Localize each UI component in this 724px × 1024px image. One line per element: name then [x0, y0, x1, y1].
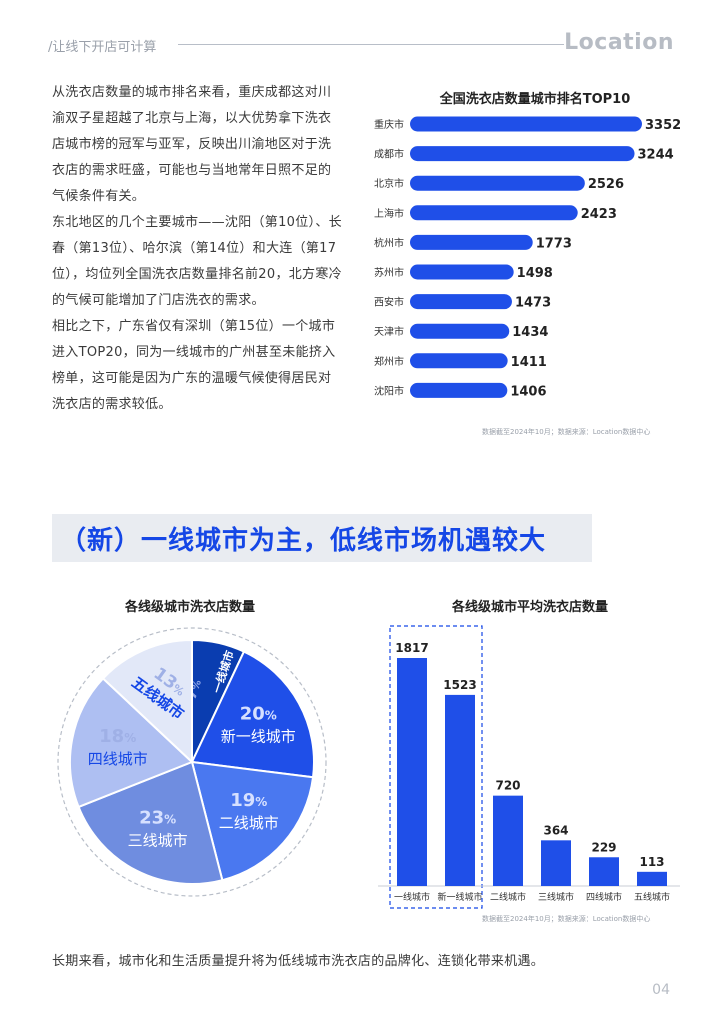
intro-paragraph-1: 从洗衣店数量的城市排名来看，重庆成都这对川渝双子星超越了北京与上海，以大优势拿下…	[52, 85, 332, 204]
vbar-value-label: 720	[495, 779, 520, 793]
hbar-category-label: 天津市	[374, 325, 404, 338]
pie-slice-label: 新一线城市	[221, 728, 296, 746]
hbar-category-label: 重庆市	[374, 118, 404, 131]
pie-dashed-ring	[57, 627, 327, 897]
vbar-category-label: 三线城市	[538, 891, 574, 903]
hbar-bar	[410, 234, 533, 250]
hbar-bar	[410, 116, 642, 132]
top10-chart-title: 全国洗衣店数量城市排名TOP10	[439, 92, 631, 107]
pie-slice-percent: 19%	[230, 790, 267, 811]
hbar-category-label: 北京市	[374, 177, 404, 190]
page-header: /让线下开店可计算 Location	[48, 30, 674, 60]
page-number: 04	[652, 982, 670, 998]
vbar-category-label: 二线城市	[490, 891, 526, 903]
vbar-category-label: 五线城市	[634, 891, 670, 903]
vbar-bar	[397, 658, 427, 886]
pie-chart-title: 各线级城市洗衣店数量	[124, 600, 255, 615]
hbar-category-label: 郑州市	[374, 355, 404, 368]
hbar-value-label: 2526	[588, 177, 624, 192]
vbar-category-label: 四线城市	[586, 891, 622, 903]
pie-slice-percent: 18%	[99, 726, 136, 747]
vbar-chart-title: 各线级城市平均洗衣店数量	[451, 600, 608, 615]
pie-slice	[77, 760, 224, 885]
pie-slice-percent: 23%	[139, 807, 176, 828]
pie-slice	[190, 650, 315, 779]
vbar-bar	[445, 694, 475, 886]
hbar-value-label: 1406	[510, 384, 546, 399]
footnote-text: 长期来看，城市化和生活质量提升将为低线城市洗衣店的品牌化、连锁化带来机遇。	[52, 954, 545, 969]
top10-source: 数据截至2024年10月；数据来源：Location数据中心	[482, 428, 651, 436]
hbar-category-label: 苏州市	[374, 266, 404, 279]
hbar-category-label: 杭州市	[374, 236, 404, 249]
vbar-bar	[493, 795, 523, 886]
hbar-category-label: 沈阳市	[374, 384, 404, 397]
hbar-category-label: 成都市	[374, 148, 404, 161]
vbar-value-label: 229	[591, 840, 616, 854]
intro-paragraph-2: 东北地区的几个主要城市——沈阳（第10位）、长春（第13位）、哈尔滨（第14位）…	[52, 215, 342, 308]
vbar-value-label: 1523	[443, 678, 476, 692]
hbar-value-label: 1473	[515, 296, 551, 311]
section-title: /让线下开店可计算	[48, 40, 157, 55]
vbar-value-label: 113	[639, 855, 664, 869]
pie-slice	[69, 677, 194, 809]
intro-paragraph-3: 相比之下，广东省仅有深圳（第15位）一个城市进入TOP20，同为一线城市的广州甚…	[52, 319, 336, 412]
hbar-category-label: 西安市	[374, 296, 404, 309]
vbar-value-label: 364	[543, 823, 568, 837]
vbar-bar	[541, 840, 571, 886]
hbar-value-label: 2423	[581, 207, 617, 222]
hbar-bar	[410, 294, 512, 310]
hbar-value-label: 1498	[517, 266, 553, 281]
hbar-value-label: 3244	[638, 148, 674, 163]
hbar-bar	[410, 146, 635, 162]
pie-slice-label: 二线城市	[219, 814, 279, 832]
highlight-box	[389, 625, 483, 909]
hbar-bar	[410, 382, 508, 398]
banner-title: （新）一线城市为主，低线市场机遇较大	[60, 526, 547, 556]
hbar-value-label: 1773	[536, 236, 572, 251]
pie-slice-percent: 20%	[240, 704, 277, 725]
vbar-category-label: 新一线城市	[437, 891, 482, 903]
section-banner: （新）一线城市为主，低线市场机遇较大	[52, 514, 592, 562]
header-divider	[178, 44, 564, 45]
tier-average-bar-chart: 1817 一线城市 1523 新一线城市 720 二线城市 364 三线城市 229 四线城市 11…	[378, 625, 680, 909]
vbar-bar	[637, 871, 667, 886]
hbar-value-label: 1411	[511, 355, 547, 370]
location-logo: Location	[564, 30, 674, 55]
pie-slice	[101, 638, 193, 765]
hbar-bar	[410, 205, 578, 221]
hbar-value-label: 3352	[645, 118, 680, 133]
hbar-bar	[410, 264, 514, 280]
pie-slice-label: 三线城市	[128, 831, 188, 849]
hbar-category-label: 上海市	[374, 207, 404, 220]
hbar-value-label: 1434	[512, 325, 548, 340]
pie-slice	[190, 760, 315, 882]
vbar-value-label: 1817	[395, 641, 428, 655]
tier-pie-chart: 7%一线城市20%新一线城市19%二线城市23%三线城市18%四线城市13%五线…	[57, 627, 327, 897]
vbar-category-label: 一线城市	[394, 891, 430, 903]
top10-bar-chart: 重庆市 3352 成都市 3244 北京市 2526 上海市 2423 杭州市 1773 苏州市 14…	[374, 116, 680, 399]
pie-slice-label: 四线城市	[88, 750, 148, 768]
hbar-bar	[410, 323, 510, 339]
vbar-bar	[589, 857, 619, 886]
hbar-bar	[410, 353, 508, 369]
vbar-source: 数据截至2024年10月；数据来源：Location数据中心	[482, 915, 651, 923]
hbar-bar	[410, 175, 585, 191]
